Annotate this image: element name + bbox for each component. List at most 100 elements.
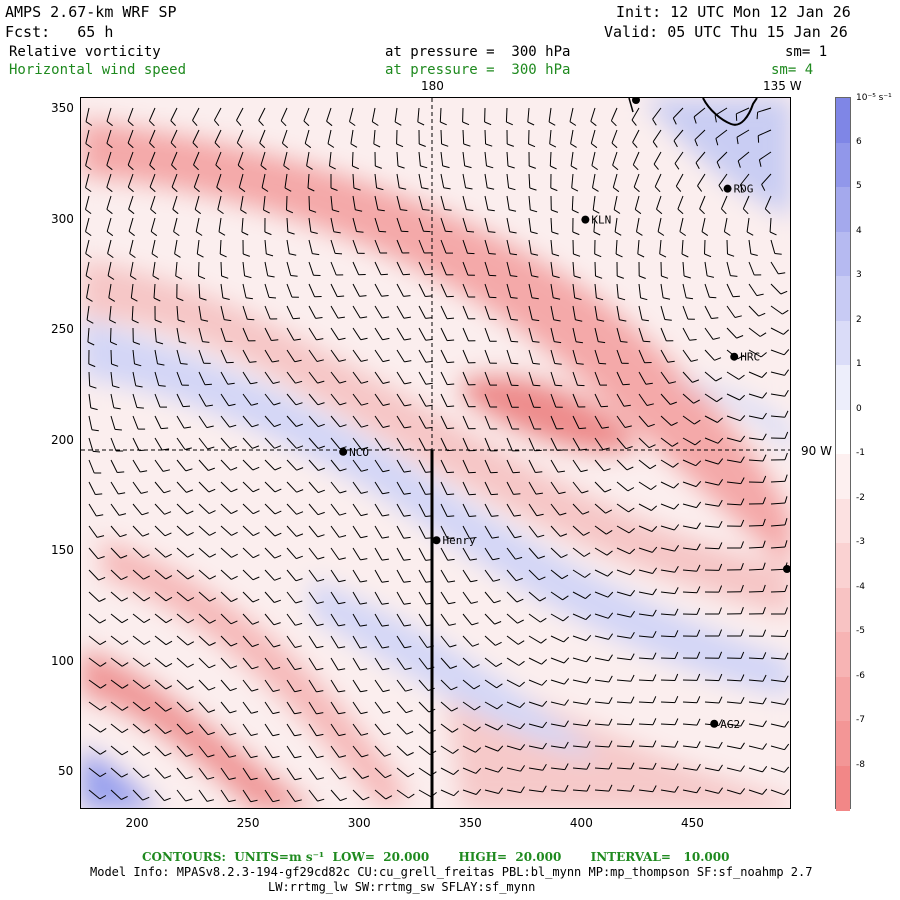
wind-barb-shaft — [770, 305, 783, 315]
wind-barb-shaft — [242, 481, 254, 493]
wind-barb-flag — [580, 469, 588, 473]
wind-barb-shaft — [176, 635, 189, 646]
wind-barb-shaft — [198, 327, 203, 342]
wind-barb-shaft — [264, 327, 272, 341]
wind-barb-flag — [339, 535, 347, 538]
wind-barb-flag — [165, 596, 173, 602]
wind-barb-shaft — [704, 371, 717, 382]
wind-barb-flag — [611, 142, 618, 149]
wind-barb-flag — [608, 718, 613, 726]
wind-barb-flag — [250, 799, 258, 803]
wind-barb-shaft — [528, 305, 533, 320]
wind-barb-shaft — [88, 723, 101, 733]
wind-barb-shaft — [330, 283, 338, 297]
wind-barb-shaft — [638, 481, 652, 491]
wind-barb-flag — [756, 112, 759, 120]
wind-barb-shaft — [718, 173, 728, 186]
wind-barb-flag — [143, 596, 151, 602]
wind-barb-flag — [520, 744, 526, 751]
wind-barb-flag — [674, 587, 679, 594]
wind-barb-flag — [718, 607, 722, 615]
wind-barb-shaft — [264, 305, 271, 320]
wind-barb-flag — [603, 468, 611, 472]
wind-barb-shaft — [374, 371, 384, 384]
wind-barb-shaft — [748, 261, 755, 276]
wind-barb-flag — [207, 446, 215, 450]
wind-barb-shaft — [330, 503, 340, 516]
wind-barb-flag — [230, 488, 238, 493]
wind-barb-shaft — [528, 635, 542, 644]
wind-barb-flag — [670, 401, 677, 405]
colorbar-tick-label: 1 — [856, 359, 862, 369]
wind-barb-flag — [252, 532, 260, 537]
wind-barb-shaft — [264, 437, 275, 449]
wind-barb-flag — [716, 161, 721, 169]
wind-barb-flag — [649, 464, 657, 470]
wind-barb-flag — [630, 762, 635, 770]
wind-barb-shaft — [352, 723, 362, 736]
wind-barb-flag — [652, 609, 657, 617]
wind-barb-flag — [576, 363, 584, 365]
wind-barb-flag — [560, 554, 568, 559]
station-dot-ag2[interactable] — [710, 719, 719, 728]
wind-barb-shaft — [374, 415, 384, 428]
wind-barb-flag — [338, 337, 346, 341]
wind-barb-shaft — [594, 547, 608, 556]
wind-barb-flag — [491, 493, 499, 496]
wind-barb-shaft — [594, 701, 609, 704]
wind-barb-shaft — [350, 129, 354, 144]
wind-barb-flag — [641, 319, 649, 322]
wind-barb-flag — [330, 187, 338, 191]
wind-barb-shaft — [682, 525, 697, 530]
wind-barb-shaft — [440, 151, 444, 166]
wind-barb-flag — [243, 253, 250, 257]
wind-barb-flag — [630, 632, 635, 639]
wind-barb-shaft — [198, 723, 209, 736]
wind-barb-flag — [514, 535, 522, 539]
wind-barb-flag — [673, 140, 678, 148]
wind-barb-flag — [150, 231, 158, 237]
wind-barb-shaft — [85, 173, 90, 188]
wind-barb-flag — [382, 689, 390, 693]
wind-barb-flag — [316, 668, 324, 671]
wind-barb-flag — [207, 731, 215, 736]
wind-barb-flag — [510, 297, 518, 299]
wind-barb-flag — [447, 405, 455, 408]
station-dot-hrc[interactable] — [730, 352, 739, 361]
wind-barb-shaft — [704, 349, 715, 361]
wind-barb-shaft — [704, 767, 719, 772]
wind-barb-shaft — [132, 503, 143, 516]
wind-barb-shaft — [594, 745, 610, 748]
wind-barb-flag — [550, 165, 557, 170]
wind-barb-flag — [628, 528, 635, 534]
wind-barb-shaft — [330, 437, 341, 450]
wind-barb-flag — [296, 423, 303, 427]
station-dot-kln[interactable] — [581, 215, 590, 224]
station-dot-nco[interactable] — [339, 447, 348, 456]
wind-barb-shaft — [770, 393, 785, 397]
wind-barb-shaft — [88, 591, 100, 602]
wind-barb-flag — [646, 403, 654, 406]
wind-barb-shaft — [682, 371, 693, 383]
wind-barb-flag — [85, 187, 92, 193]
wind-barb-shaft — [593, 217, 596, 233]
wind-barb-flag — [403, 295, 411, 297]
wind-barb-flag — [447, 537, 455, 539]
wind-barb-shaft — [374, 723, 385, 736]
wind-barb-shaft — [506, 151, 509, 167]
wind-barb-shaft — [198, 745, 209, 758]
wind-barb-flag — [404, 667, 412, 670]
wind-barb-shaft — [594, 635, 609, 640]
wind-barb-shaft — [616, 525, 630, 534]
wind-barb-flag — [674, 785, 679, 793]
wind-barb-flag — [273, 402, 281, 406]
wind-barb-shaft — [679, 217, 684, 232]
wind-barb-shaft — [673, 129, 684, 142]
wind-barb-shaft — [132, 701, 145, 712]
field2-pressure: at pressure = 300 hPa — [385, 62, 571, 78]
wind-barb-flag — [376, 187, 384, 191]
map-panel[interactable]: KLN RDG HRC NCO Henry AG2 — [80, 97, 791, 809]
station-dot-rdg[interactable] — [723, 184, 732, 193]
station-dot-henry[interactable] — [432, 536, 441, 545]
